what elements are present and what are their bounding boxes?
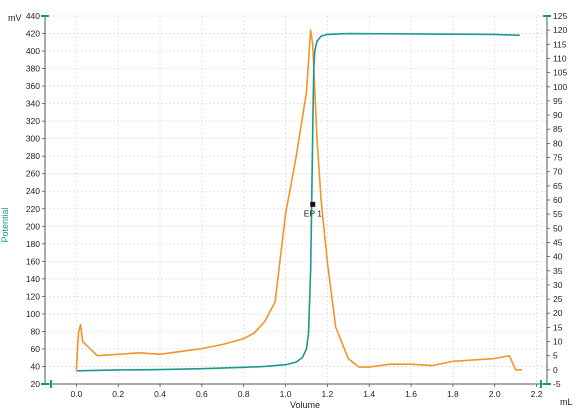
y-axis-title: Potential (0, 207, 10, 242)
x-tick-label: 1.2 (321, 389, 333, 399)
right-tick-label: 90 (553, 110, 563, 120)
left-tick-label: 300 (26, 134, 40, 144)
left-tick-label: 140 (26, 274, 40, 284)
annotations: EP 1 (304, 201, 323, 218)
right-tick-label: 55 (553, 209, 563, 219)
right-tick-label: 120 (553, 25, 567, 35)
right-tick-label: 5 (553, 351, 558, 361)
ep-label: EP 1 (304, 208, 323, 218)
x-axis-ticks: 0.0 0.2 0.4 0.6 0.8 1.0 1.2 1.4 1.6 1.8 2.0 2.2 (70, 384, 543, 399)
right-tick-label: 70 (553, 167, 563, 177)
right-tick-label: -5 (553, 379, 561, 389)
x-tick-label: 1.6 (405, 389, 417, 399)
right-tick-label: 100 (553, 82, 567, 92)
left-tick-label: 280 (26, 151, 40, 161)
left-tick-label: 40 (31, 361, 41, 371)
right-tick-label: 35 (553, 266, 563, 276)
right-tick-label: 40 (553, 252, 563, 262)
x-tick-label: 0.0 (70, 389, 82, 399)
right-tick-label: 15 (553, 322, 563, 332)
right-tick-label: 125 (553, 11, 567, 21)
right-tick-label: 115 (553, 39, 567, 49)
left-tick-label: 60 (31, 344, 41, 354)
left-tick-label: 100 (26, 309, 40, 319)
left-tick-label: 400 (26, 46, 40, 56)
plot-frame (41, 15, 551, 388)
right-tick-label: 95 (553, 96, 563, 106)
data-series (75, 29, 522, 372)
x-tick-label: 0.6 (196, 389, 208, 399)
left-tick-label: 240 (26, 186, 40, 196)
x-tick-label: 1.8 (447, 389, 459, 399)
left-axis-ticks: 20 40 60 80 100 120 140 160 180 200 220 240 260 280 30… (26, 11, 45, 389)
left-tick-label: 420 (26, 29, 40, 39)
x-tick-label: 0.8 (238, 389, 250, 399)
right-tick-label: 50 (553, 223, 563, 233)
right-tick-label: 25 (553, 294, 563, 304)
left-tick-label: 200 (26, 221, 40, 231)
left-tick-label: 160 (26, 256, 40, 266)
left-tick-label: 260 (26, 169, 40, 179)
y-unit-label: mV (8, 13, 22, 23)
x-tick-label: 1.0 (280, 389, 292, 399)
left-tick-label: 360 (26, 81, 40, 91)
right-tick-label: 105 (553, 68, 567, 78)
right-tick-label: 0 (553, 365, 558, 375)
right-tick-label: 85 (553, 124, 563, 134)
right-tick-label: 75 (553, 153, 563, 163)
right-tick-label: 60 (553, 195, 563, 205)
x-axis-title: Volume (290, 400, 320, 410)
x-tick-label: 2.0 (489, 389, 501, 399)
potential-series-line (76, 32, 520, 372)
right-tick-label: 10 (553, 337, 563, 347)
derivative-series-line (75, 29, 522, 371)
x-unit-label: mL (560, 397, 573, 407)
right-tick-label: 80 (553, 138, 563, 148)
left-tick-label: 180 (26, 239, 40, 249)
right-tick-label: 30 (553, 280, 563, 290)
right-tick-label: 110 (553, 53, 567, 63)
right-tick-label: 65 (553, 181, 563, 191)
left-tick-label: 320 (26, 116, 40, 126)
left-tick-label: 80 (31, 326, 41, 336)
right-tick-label: 45 (553, 237, 563, 247)
left-tick-label: 340 (26, 99, 40, 109)
left-tick-label: 120 (26, 291, 40, 301)
grid-lines (45, 15, 547, 385)
left-tick-label: 440 (26, 11, 40, 21)
x-tick-label: 0.2 (112, 389, 124, 399)
right-tick-label: 20 (553, 308, 563, 318)
left-tick-label: 380 (26, 64, 40, 74)
left-tick-label: 220 (26, 204, 40, 214)
ep-marker (310, 201, 316, 207)
x-tick-label: 1.4 (363, 389, 375, 399)
x-tick-label: 0.4 (154, 389, 166, 399)
left-tick-label: 20 (31, 379, 41, 389)
right-axis-ticks: -5 0 5 10 15 20 25 30 35 40 45 50 55 60 65 70 75 80 85 90 95… (547, 11, 567, 389)
x-tick-label: 2.2 (531, 389, 543, 399)
